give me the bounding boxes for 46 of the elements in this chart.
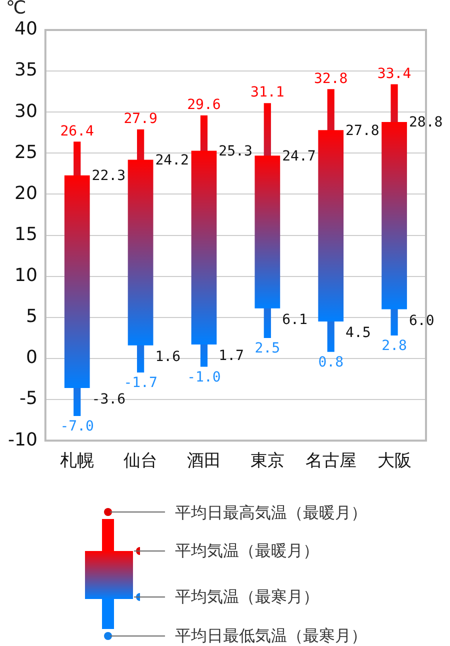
annotation: 6.0	[408, 312, 434, 329]
y-tick-label: 40	[14, 18, 38, 40]
text: 平均気温（最暖月）	[175, 541, 319, 562]
annotation: 25.3	[218, 143, 252, 160]
annotation: 33.4	[377, 66, 412, 82]
annotation: 1.7	[218, 348, 244, 364]
annotation: 6.1	[282, 312, 308, 328]
text: 平均日最高気温（最暖月）	[175, 503, 367, 524]
annotation: 4.5	[346, 325, 371, 342]
y-tick-label: 35	[14, 60, 38, 81]
y-tick-label: 25	[14, 142, 38, 163]
annotation: 1.6	[155, 348, 181, 365]
y-tick-label: 20	[14, 182, 38, 204]
y-tick-label: 30	[14, 100, 38, 122]
annotation: 0.8	[318, 354, 344, 371]
y-axis-title: ℃	[6, 0, 26, 19]
annotation: 29.6	[187, 97, 221, 114]
annotation: 24.7	[282, 148, 316, 164]
x-tick-label: 酒田	[186, 451, 221, 472]
text: 平均気温（最寒月）	[175, 587, 319, 608]
x-tick-label: 仙台	[124, 451, 158, 472]
x-tick-label: 大阪	[377, 451, 412, 472]
x-tick-label: 東京	[250, 451, 284, 472]
y-tick-label: -5	[19, 388, 38, 410]
y-tick-label: -10	[8, 429, 38, 450]
x-tick-label: 札幌	[60, 451, 94, 472]
annotation: 32.8	[314, 70, 348, 87]
annotation: 2.5	[254, 340, 280, 357]
annotation: -1.7	[124, 375, 158, 392]
annotation: 24.2	[155, 152, 189, 168]
annotation: 22.3	[92, 168, 126, 184]
x-tick-label: 名古屋	[305, 451, 356, 472]
annotation: 31.1	[250, 84, 284, 101]
annotation: 26.4	[60, 123, 94, 140]
annotation: -1.0	[187, 369, 221, 386]
annotation: -7.0	[60, 418, 94, 435]
text: 平均日最低気温（最寒月）	[175, 626, 367, 646]
y-tick-label: 15	[14, 224, 38, 245]
annotation: -3.6	[92, 392, 126, 408]
annotation: 2.8	[382, 338, 407, 354]
y-tick-label: 5	[26, 306, 38, 328]
annotation: 27.8	[346, 122, 380, 139]
y-tick-label: 10	[14, 265, 38, 286]
y-tick-label: 0	[26, 347, 38, 368]
annotation: 27.9	[124, 111, 158, 128]
annotation: 28.8	[408, 114, 443, 131]
